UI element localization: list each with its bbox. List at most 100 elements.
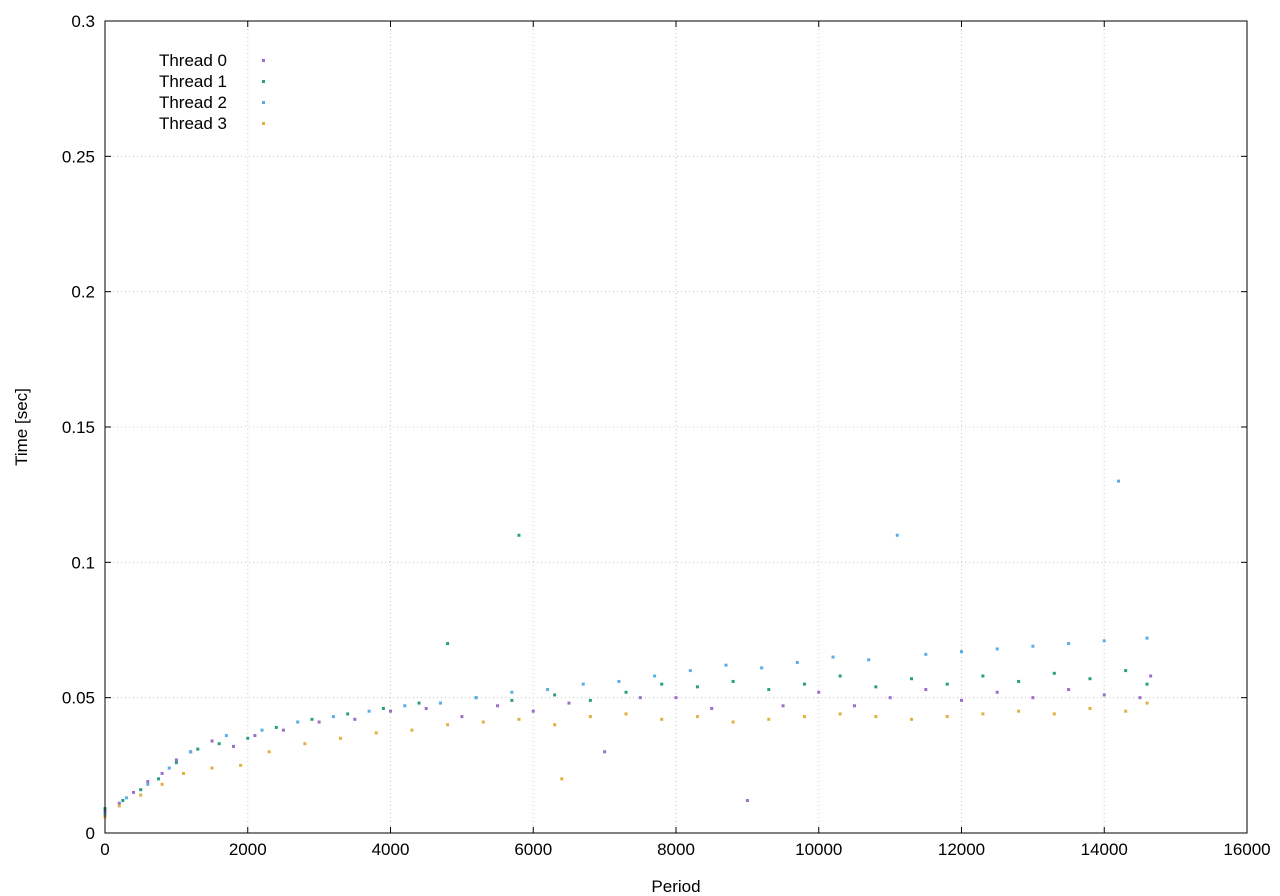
data-point — [267, 750, 271, 754]
data-point — [653, 674, 657, 678]
data-point — [560, 777, 564, 781]
data-point — [446, 723, 450, 727]
data-point — [760, 666, 764, 670]
data-point — [196, 747, 200, 751]
x-axis-title: Period — [651, 877, 700, 896]
data-point — [802, 715, 806, 719]
data-point — [802, 682, 806, 686]
x-tick-label: 2000 — [229, 840, 267, 859]
legend-label: Thread 2 — [159, 93, 227, 112]
data-point — [624, 712, 628, 716]
series-0 — [103, 674, 1153, 813]
data-point — [1017, 709, 1021, 713]
data-point — [995, 647, 999, 651]
data-point — [403, 704, 407, 708]
data-point — [1124, 669, 1128, 673]
data-point — [310, 717, 314, 721]
data-point — [296, 720, 300, 724]
data-point — [260, 728, 264, 732]
data-point — [510, 690, 514, 694]
data-point — [1031, 644, 1035, 648]
series-1 — [103, 533, 1149, 811]
data-point — [531, 709, 535, 713]
data-point — [210, 739, 214, 743]
data-point — [424, 706, 428, 710]
data-point — [160, 771, 164, 775]
data-point — [638, 696, 642, 700]
y-tick-label: 0.25 — [62, 147, 95, 166]
data-point — [924, 688, 928, 692]
x-tick-label: 12000 — [938, 840, 985, 859]
data-point — [121, 799, 125, 803]
data-point — [1149, 674, 1153, 678]
data-point — [1017, 679, 1021, 683]
y-tick-label: 0 — [86, 824, 95, 843]
data-point — [167, 766, 171, 770]
axis-tick-labels: 0 2000 4000 6000 8000 10000 12000 14000 16000 0 0.… — [62, 12, 1271, 859]
data-point — [1052, 671, 1056, 675]
data-point — [581, 682, 585, 686]
data-point — [174, 758, 178, 762]
data-point — [660, 682, 664, 686]
x-tick-label: 8000 — [657, 840, 695, 859]
data-point — [867, 658, 871, 662]
y-tick-label: 0.05 — [62, 689, 95, 708]
data-point — [660, 717, 664, 721]
y-tick-label: 0.2 — [71, 283, 95, 302]
x-tick-label: 14000 — [1081, 840, 1128, 859]
data-point — [795, 660, 799, 664]
data-point — [481, 720, 485, 724]
data-point — [838, 712, 842, 716]
data-point — [381, 706, 385, 710]
data-point — [146, 782, 150, 786]
data-point — [281, 728, 285, 732]
data-point — [460, 715, 464, 719]
data-point — [157, 777, 161, 781]
data-point — [346, 712, 350, 716]
data-point — [852, 704, 856, 708]
data-point — [1067, 642, 1071, 646]
data-point — [139, 788, 143, 792]
data-point — [1145, 636, 1149, 640]
data-point — [317, 720, 321, 724]
data-point — [945, 715, 949, 719]
data-point — [603, 750, 607, 754]
data-point — [517, 717, 521, 721]
data-point — [695, 715, 699, 719]
data-point — [874, 685, 878, 689]
data-point — [1117, 479, 1121, 483]
x-tick-label: 10000 — [795, 840, 842, 859]
data-point — [189, 750, 193, 754]
data-point — [960, 650, 963, 654]
data-point — [817, 690, 821, 694]
data-point — [981, 712, 985, 716]
data-point — [553, 693, 557, 697]
data-point — [367, 709, 371, 713]
data-point — [446, 642, 450, 646]
x-tick-label: 16000 — [1223, 840, 1270, 859]
data-point — [331, 715, 335, 719]
data-point — [924, 652, 928, 656]
data-point — [1052, 712, 1056, 716]
y-tick-label: 0.3 — [71, 12, 95, 31]
series-3 — [103, 701, 1149, 819]
data-point — [710, 706, 714, 710]
data-point — [567, 701, 571, 705]
legend-marker — [262, 80, 265, 83]
data-point — [553, 723, 557, 727]
y-tick-label: 0.1 — [71, 553, 95, 572]
data-point — [417, 701, 421, 705]
data-point — [588, 698, 592, 702]
data-point — [724, 663, 728, 667]
grid — [105, 21, 1247, 833]
data-point — [438, 701, 442, 705]
data-point — [117, 801, 121, 805]
data-point — [117, 804, 121, 808]
data-point — [182, 771, 186, 775]
data-point — [353, 717, 357, 721]
data-point — [124, 796, 128, 800]
data-point — [995, 690, 999, 694]
x-tick-label: 4000 — [372, 840, 410, 859]
y-axis-title: Time [sec] — [12, 388, 31, 466]
